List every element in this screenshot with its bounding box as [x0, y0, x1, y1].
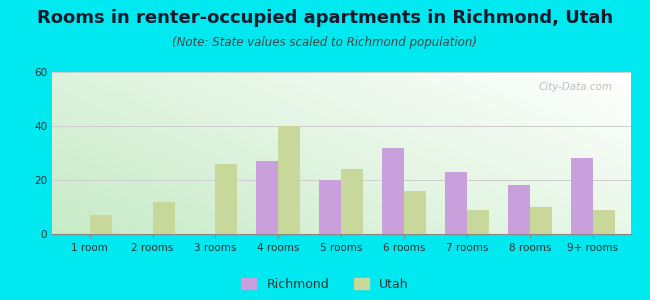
Bar: [216, 164, 237, 234]
Text: Rooms in renter-occupied apartments in Richmond, Utah: Rooms in renter-occupied apartments in R…: [37, 9, 613, 27]
Bar: [256, 161, 278, 234]
Bar: [404, 191, 426, 234]
Legend: Richmond, Utah: Richmond, Utah: [241, 278, 409, 291]
Bar: [90, 215, 112, 234]
Bar: [530, 207, 552, 234]
Bar: [571, 158, 593, 234]
Bar: [382, 148, 404, 234]
Bar: [341, 169, 363, 234]
Text: (Note: State values scaled to Richmond population): (Note: State values scaled to Richmond p…: [172, 36, 478, 49]
Text: City-Data.com: City-Data.com: [539, 82, 613, 92]
Bar: [319, 180, 341, 234]
Bar: [593, 210, 615, 234]
Bar: [445, 172, 467, 234]
Bar: [278, 126, 300, 234]
Bar: [153, 202, 175, 234]
Bar: [467, 210, 489, 234]
Bar: [508, 185, 530, 234]
